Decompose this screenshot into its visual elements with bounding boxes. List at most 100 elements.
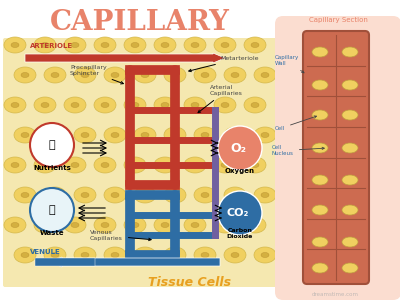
- Ellipse shape: [171, 253, 179, 257]
- Text: O₂: O₂: [230, 142, 246, 155]
- Ellipse shape: [221, 102, 229, 107]
- Ellipse shape: [4, 217, 26, 233]
- Ellipse shape: [81, 132, 89, 138]
- Ellipse shape: [81, 253, 89, 257]
- Ellipse shape: [34, 157, 56, 173]
- Ellipse shape: [194, 187, 216, 203]
- Ellipse shape: [254, 127, 276, 143]
- Ellipse shape: [51, 253, 59, 257]
- Ellipse shape: [94, 37, 116, 53]
- Ellipse shape: [261, 73, 269, 77]
- Ellipse shape: [41, 223, 49, 228]
- Ellipse shape: [244, 157, 266, 173]
- Ellipse shape: [164, 247, 186, 263]
- Ellipse shape: [221, 42, 229, 48]
- Ellipse shape: [131, 223, 139, 228]
- Ellipse shape: [154, 217, 176, 233]
- Ellipse shape: [342, 110, 358, 120]
- FancyBboxPatch shape: [303, 31, 369, 284]
- Ellipse shape: [71, 223, 79, 228]
- Ellipse shape: [312, 80, 328, 90]
- Text: Nutrients: Nutrients: [33, 165, 71, 171]
- Ellipse shape: [251, 42, 259, 48]
- Ellipse shape: [44, 67, 66, 83]
- Text: VENULE: VENULE: [30, 249, 61, 255]
- Ellipse shape: [51, 73, 59, 77]
- Ellipse shape: [342, 47, 358, 57]
- Text: Precapillary
Sphincter: Precapillary Sphincter: [70, 65, 123, 84]
- Text: CAPILLARY: CAPILLARY: [50, 9, 230, 35]
- Ellipse shape: [161, 223, 169, 228]
- Ellipse shape: [214, 157, 236, 173]
- Ellipse shape: [312, 110, 328, 120]
- Ellipse shape: [342, 205, 358, 215]
- Ellipse shape: [184, 157, 206, 173]
- Text: Capillary
Wall: Capillary Wall: [275, 55, 304, 73]
- Ellipse shape: [104, 67, 126, 83]
- Ellipse shape: [131, 42, 139, 48]
- Ellipse shape: [74, 127, 96, 143]
- Ellipse shape: [81, 192, 89, 198]
- Ellipse shape: [11, 223, 19, 228]
- Ellipse shape: [161, 163, 169, 167]
- Ellipse shape: [251, 163, 259, 167]
- Ellipse shape: [44, 127, 66, 143]
- Text: Tissue Cells: Tissue Cells: [148, 277, 232, 289]
- Ellipse shape: [214, 97, 236, 113]
- Ellipse shape: [261, 192, 269, 198]
- Ellipse shape: [64, 97, 86, 113]
- Ellipse shape: [4, 97, 26, 113]
- Ellipse shape: [214, 217, 236, 233]
- Ellipse shape: [11, 163, 19, 167]
- Text: 💧: 💧: [49, 205, 55, 215]
- Ellipse shape: [342, 263, 358, 273]
- Ellipse shape: [254, 247, 276, 263]
- Ellipse shape: [312, 175, 328, 185]
- Ellipse shape: [312, 263, 328, 273]
- Ellipse shape: [191, 223, 199, 228]
- Ellipse shape: [21, 253, 29, 257]
- Ellipse shape: [154, 157, 176, 173]
- Ellipse shape: [34, 37, 56, 53]
- Ellipse shape: [184, 217, 206, 233]
- Ellipse shape: [4, 37, 26, 53]
- Ellipse shape: [71, 102, 79, 107]
- Ellipse shape: [154, 37, 176, 53]
- Ellipse shape: [74, 67, 96, 83]
- Ellipse shape: [14, 247, 36, 263]
- Ellipse shape: [101, 42, 109, 48]
- Circle shape: [30, 188, 74, 232]
- Ellipse shape: [261, 132, 269, 138]
- Ellipse shape: [11, 102, 19, 107]
- Ellipse shape: [201, 132, 209, 138]
- Ellipse shape: [51, 132, 59, 138]
- Ellipse shape: [254, 67, 276, 83]
- Ellipse shape: [94, 97, 116, 113]
- Ellipse shape: [94, 217, 116, 233]
- Ellipse shape: [261, 253, 269, 257]
- Ellipse shape: [201, 73, 209, 77]
- Text: Metarteriole: Metarteriole: [189, 56, 258, 72]
- Ellipse shape: [164, 67, 186, 83]
- Ellipse shape: [131, 102, 139, 107]
- Ellipse shape: [4, 157, 26, 173]
- Ellipse shape: [191, 42, 199, 48]
- Ellipse shape: [51, 192, 59, 198]
- Ellipse shape: [124, 157, 146, 173]
- Ellipse shape: [231, 132, 239, 138]
- Circle shape: [30, 123, 74, 167]
- Bar: [35, 258, 95, 266]
- Ellipse shape: [131, 163, 139, 167]
- Text: Cell
Nucleus: Cell Nucleus: [272, 145, 324, 156]
- Ellipse shape: [134, 247, 156, 263]
- Ellipse shape: [124, 37, 146, 53]
- Ellipse shape: [71, 42, 79, 48]
- Ellipse shape: [104, 187, 126, 203]
- Ellipse shape: [342, 80, 358, 90]
- Ellipse shape: [11, 42, 19, 48]
- Ellipse shape: [21, 192, 29, 198]
- Ellipse shape: [104, 127, 126, 143]
- Ellipse shape: [111, 132, 119, 138]
- Ellipse shape: [14, 67, 36, 83]
- Ellipse shape: [134, 67, 156, 83]
